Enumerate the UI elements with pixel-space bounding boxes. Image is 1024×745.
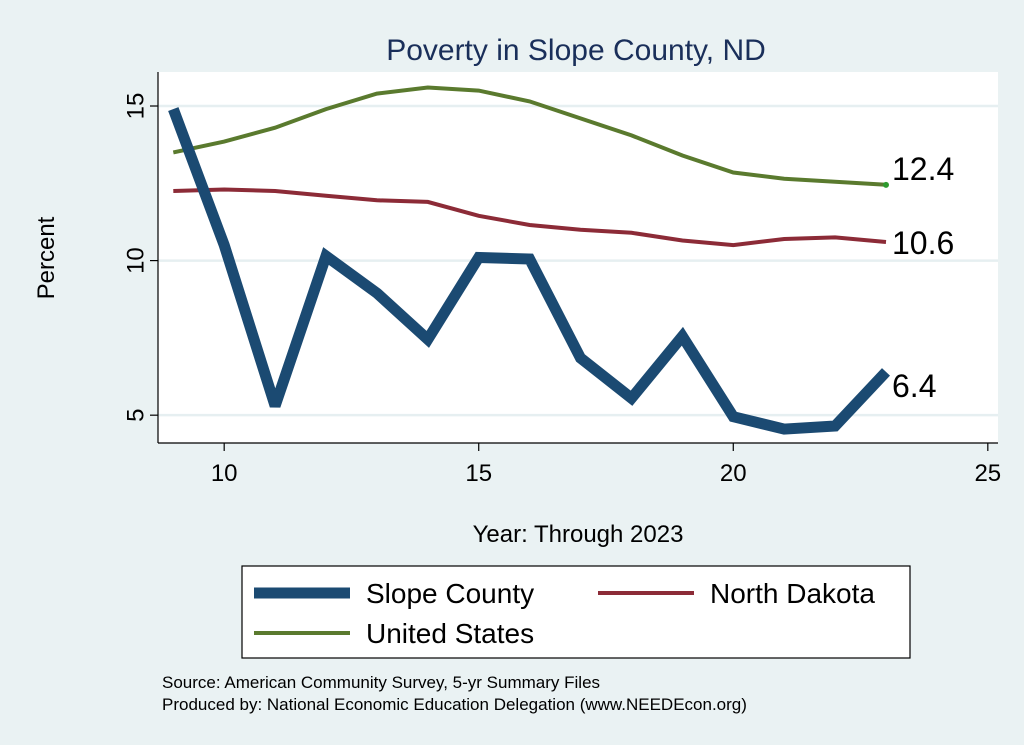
x-tick-label-20: 20 [720, 460, 747, 487]
legend: Slope County North Dakota United States [241, 565, 911, 659]
plot-area [158, 72, 998, 443]
y-axis-title: Percent [33, 216, 60, 299]
legend-box [241, 565, 911, 659]
series-line-north-dakota [173, 187, 887, 248]
legend-label-slope-county: Slope County [366, 578, 534, 609]
y-tick-label-15: 15 [123, 93, 150, 120]
series-line-slope-county [168, 107, 891, 435]
end-label-slope-county: 6.4 [892, 368, 936, 404]
source-note: Source: American Community Survey, 5-yr … [162, 673, 600, 692]
y-tick-label-5: 5 [123, 408, 150, 421]
axes [157, 72, 998, 444]
series-lines [168, 85, 891, 435]
x-axis-title: Year: Through 2023 [473, 521, 684, 548]
end-labels: 10.6 12.4 6.4 [892, 151, 954, 404]
x-tick-label-25: 25 [974, 460, 1001, 487]
produced-by-note: Produced by: National Economic Education… [162, 695, 747, 714]
end-label-united-states: 12.4 [892, 151, 954, 187]
legend-label-united-states: United States [366, 618, 534, 649]
x-tick-label-15: 15 [465, 460, 492, 487]
series-line-united-states [172, 85, 887, 187]
x-tick-label-10: 10 [211, 460, 238, 487]
chart-title: Poverty in Slope County, ND [386, 34, 766, 67]
grid-lines [158, 104, 998, 417]
axis-ticks: 5 10 15 10 15 20 25 [123, 93, 1002, 487]
end-marker-united-states [883, 181, 889, 188]
y-tick-label-10: 10 [123, 247, 150, 274]
legend-label-north-dakota: North Dakota [710, 578, 875, 609]
end-label-north-dakota: 10.6 [892, 225, 954, 261]
